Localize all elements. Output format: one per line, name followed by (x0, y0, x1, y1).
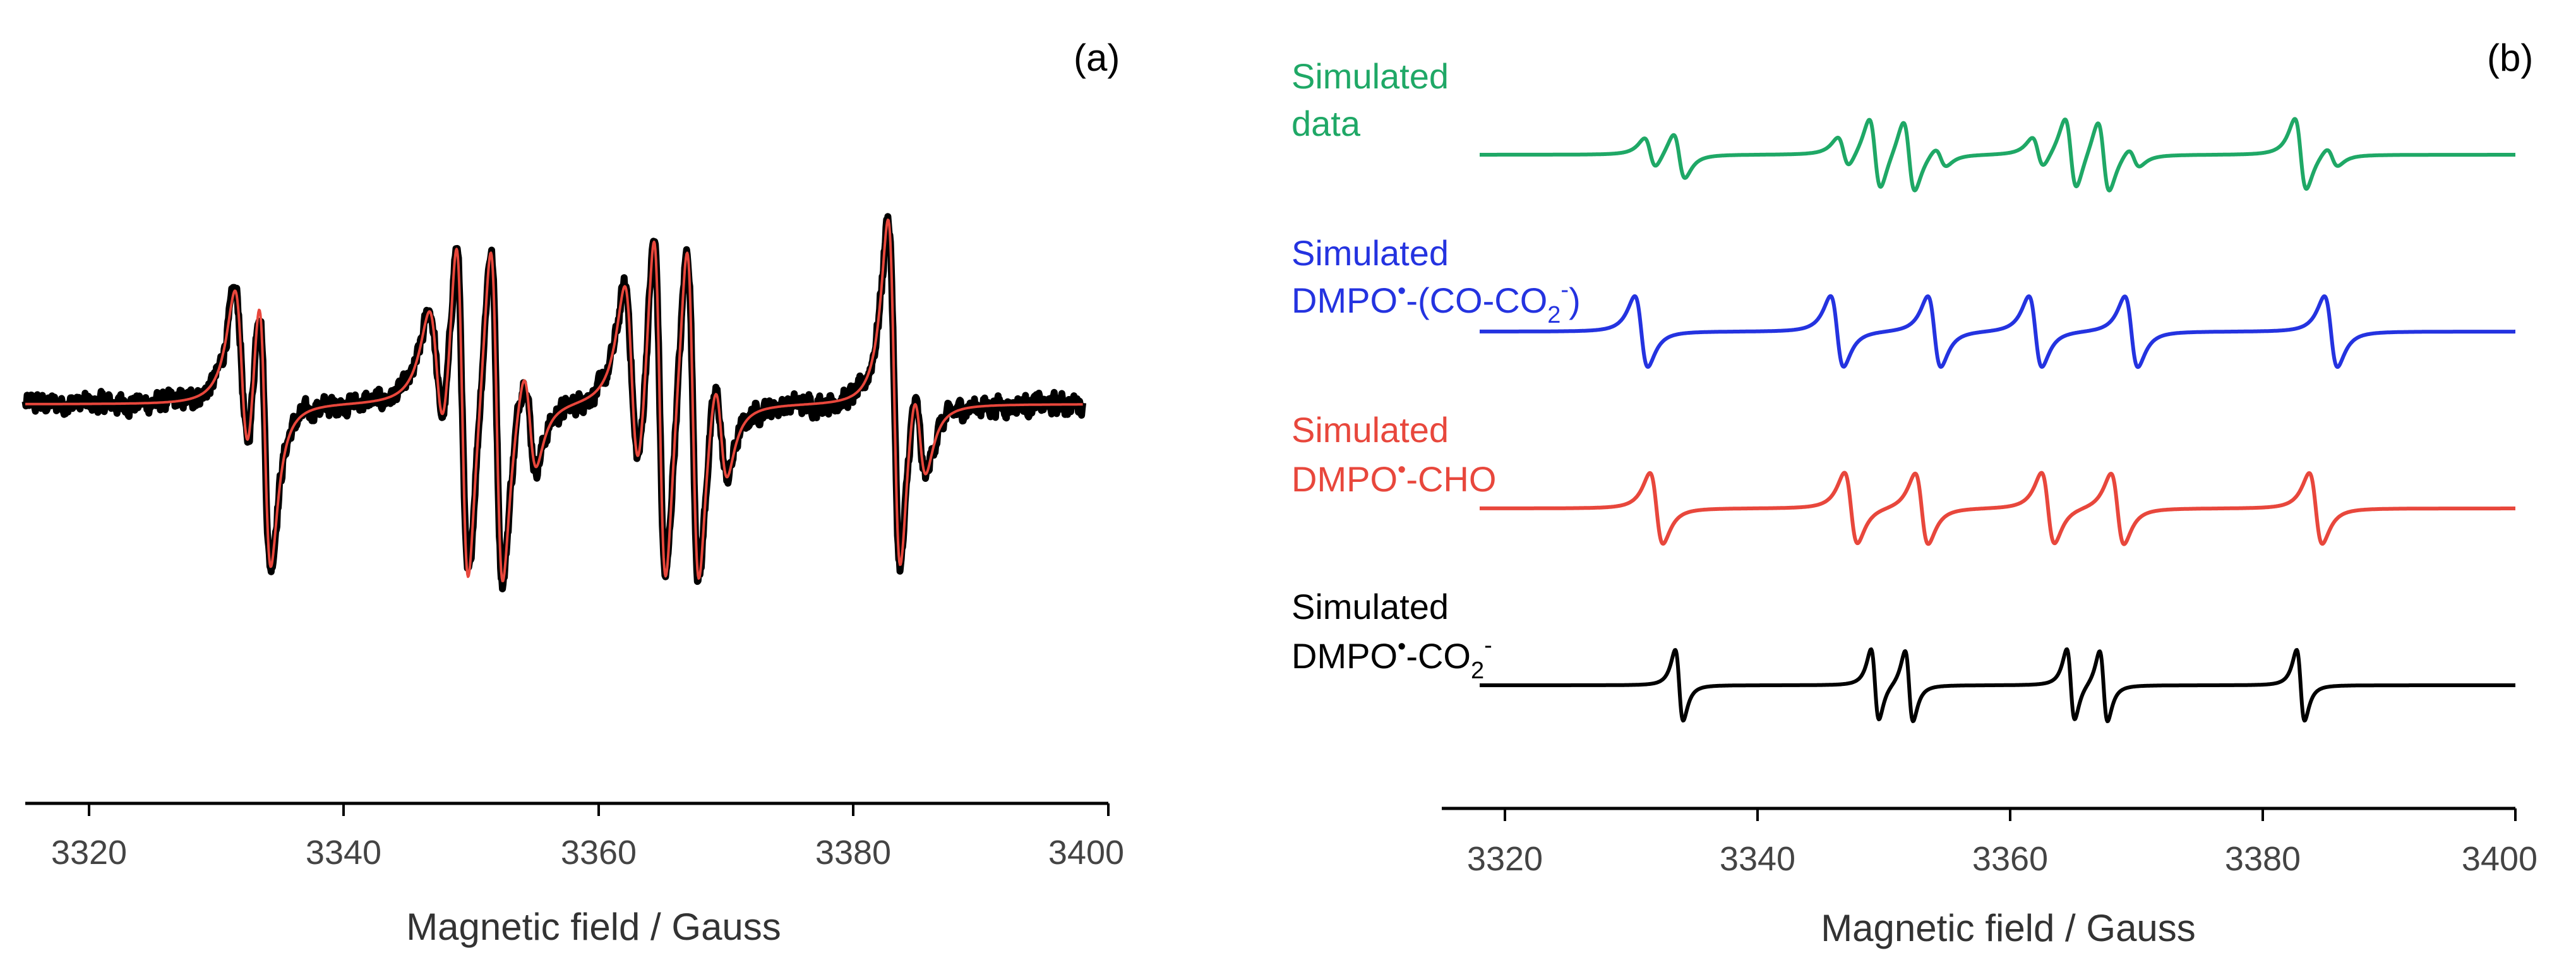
panel-a-tick-label-3360: 3360 (561, 834, 637, 872)
panel-b-tick-label-3340: 3340 (1720, 840, 1795, 878)
panel-a-traces (21, 213, 1087, 592)
panel-b-traces (1478, 117, 2517, 723)
panel-b-tick-label-3360: 3360 (1972, 840, 2048, 878)
panel-a-x-axis-label: Magnetic field / Gauss (406, 906, 781, 948)
panel-a-tick-label-3400: 3400 (1048, 834, 1124, 872)
trace-simulated-dmpo-co-co2 (1478, 294, 2517, 369)
panel-a-tick-label-3320: 3320 (51, 834, 127, 872)
panel-b-tick-label-3400: 3400 (2462, 840, 2537, 878)
panel-b-letter: (b) (2487, 37, 2533, 79)
label-simulated-data: Simulated data (1291, 56, 1449, 143)
label-simulated-co2: Simulated DMPO•-CO2- (1291, 587, 1492, 684)
panel-a-letter: (a) (1074, 37, 1120, 79)
panel-b-tick-label-3320: 3320 (1467, 840, 1543, 878)
panel-b-x-axis-label: Magnetic field / Gauss (1821, 907, 2196, 949)
panel-b-x-ticks: 3320 3340 3360 3380 3400 (1467, 808, 2537, 878)
experimental-spectrum-line (21, 213, 1087, 592)
panel-a-tick-label-3340: 3340 (306, 834, 381, 872)
panel-a-x-ticks: 3320 3340 3360 3380 3400 (51, 803, 1124, 872)
label-simulated-co-co2-formula: DMPO•-(CO-CO2-) (1291, 277, 1581, 328)
trace-simulated-dmpo-cho (1478, 471, 2517, 546)
label-simulated-co2-line1: Simulated (1291, 587, 1449, 627)
panel-b-simulated-spectra: (b) Simulated data Simulated DMPO•-(CO-C… (1291, 37, 2537, 949)
panel-b-tick-label-3380: 3380 (2225, 840, 2301, 878)
label-simulated-co-co2-line1: Simulated (1291, 233, 1449, 273)
label-simulated-data-line1: Simulated (1291, 56, 1449, 96)
label-simulated-cho-line1: Simulated (1291, 410, 1449, 450)
label-simulated-co2-formula: DMPO•-CO2- (1291, 632, 1492, 684)
trace-simulated-dmpo-co2 (1478, 647, 2517, 723)
trace-simulated-data (1478, 117, 2517, 193)
label-simulated-co-co2: Simulated DMPO•-(CO-CO2-) (1291, 233, 1581, 328)
label-simulated-cho: Simulated DMPO•-CHO (1291, 410, 1496, 499)
simulated-fit-line (25, 219, 1084, 582)
label-simulated-cho-formula: DMPO•-CHO (1291, 457, 1496, 499)
panel-a-epr-spectrum: (a) 3320 3340 3360 3380 3400 Magnetic fi… (21, 37, 1124, 948)
label-simulated-data-line2: data (1291, 104, 1361, 143)
panel-a-tick-label-3380: 3380 (815, 834, 891, 872)
